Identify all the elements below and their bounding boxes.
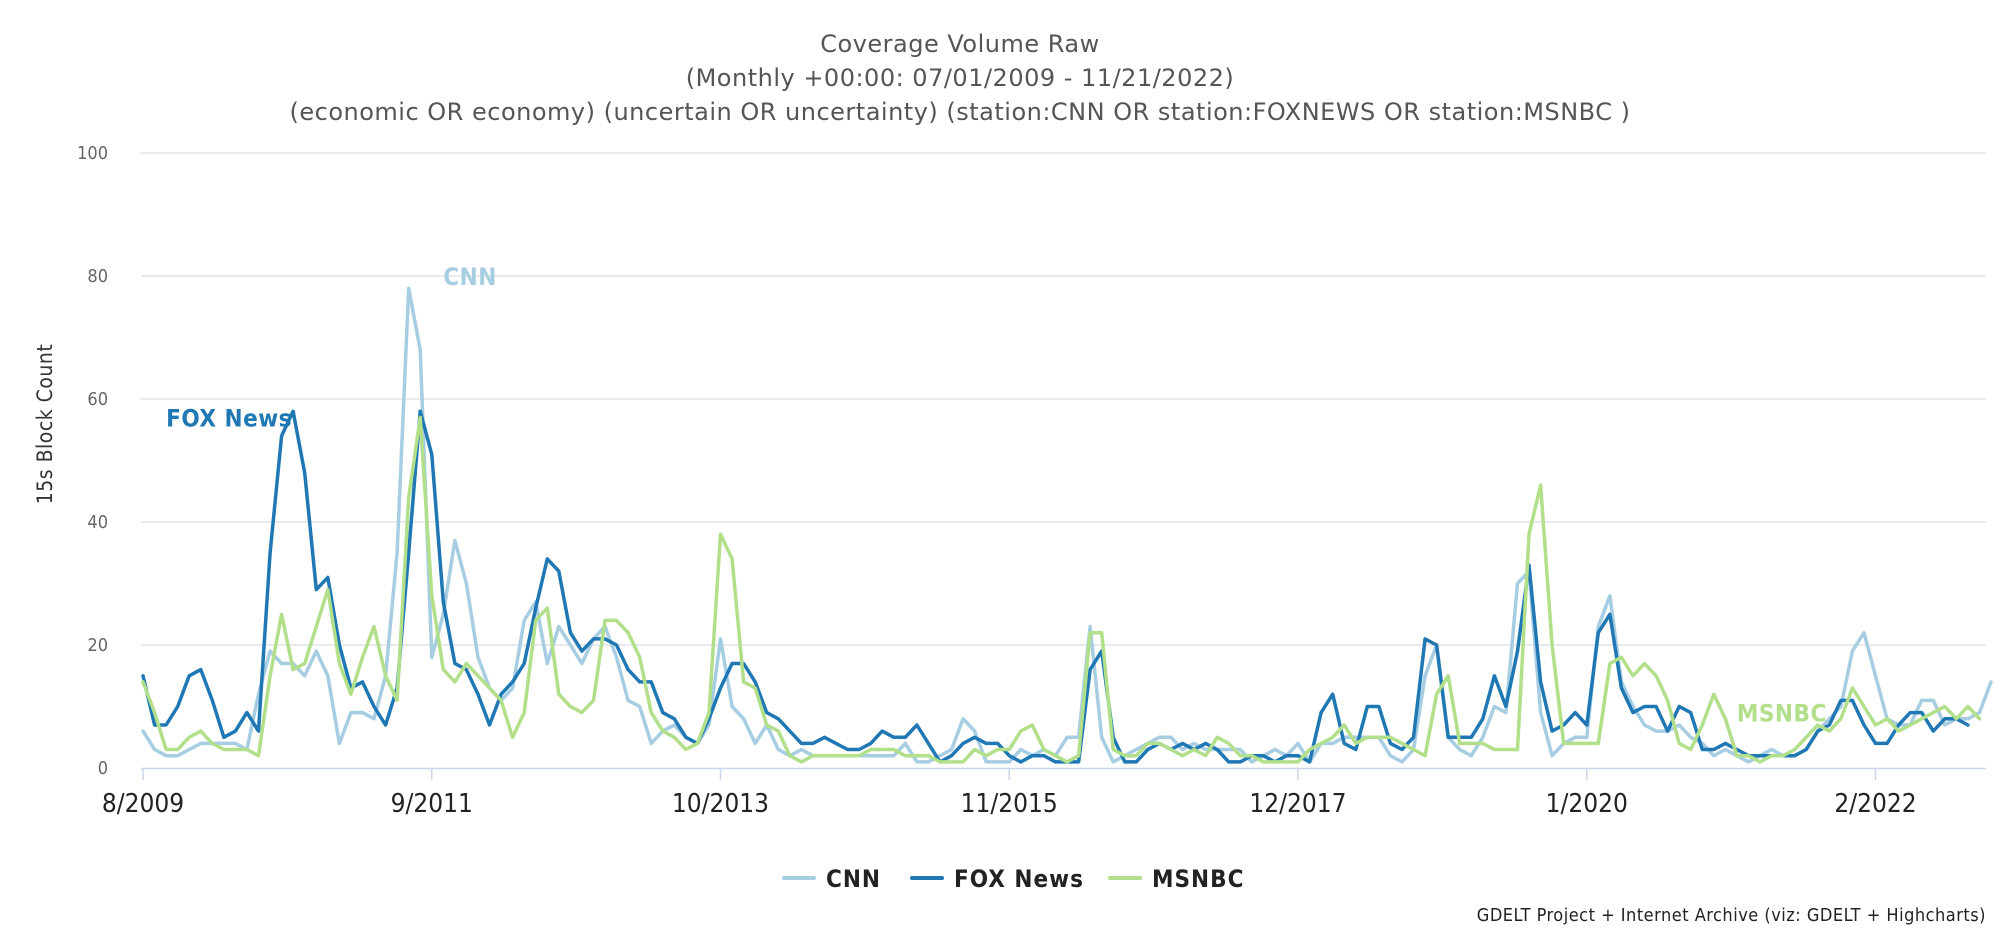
y-tick-label-100: 100 <box>77 143 108 164</box>
chart-subtitle-line-2: (economic OR economy) (uncertain OR unce… <box>290 98 1631 126</box>
legend-label: MSNBC <box>1152 865 1244 893</box>
y-tick-label-60: 60 <box>87 389 108 410</box>
y-tick-label-20: 20 <box>87 635 108 656</box>
annotation-cnn: CNN <box>443 263 496 291</box>
x-tick-label-5: 1/2020 <box>1546 789 1628 819</box>
y-tick-label-0: 0 <box>98 758 108 779</box>
x-tick-label-0: 8/2009 <box>102 789 184 819</box>
y-axis-label: 15s Block Count <box>33 344 57 505</box>
annotation-msnbc: MSNBC <box>1737 700 1827 728</box>
y-tick-label-80: 80 <box>87 266 108 287</box>
series-line-msnbc <box>141 415 1982 764</box>
chart-title: Coverage Volume Raw <box>820 30 1100 58</box>
x-tick-labels: 8/2009 9/2011 10/2013 11/2015 12/2017 1/2020 2… <box>102 789 1917 819</box>
chart-subtitle-line-1: (Monthly +00:00: 07/01/2009 - 11/21/2022… <box>686 64 1235 92</box>
x-tick-label-4: 12/2017 <box>1249 789 1346 819</box>
legend-item-msnbc[interactable]: MSNBC <box>1108 865 1244 893</box>
y-tick-labels: 0 20 40 60 80 100 <box>77 143 108 779</box>
legend: CNN FOX News MSNBC <box>782 865 1244 893</box>
x-tick-label-1: 9/2011 <box>391 789 473 819</box>
chart-titles: Coverage Volume Raw (Monthly +00:00: 07/… <box>290 30 1631 126</box>
legend-item-fox-news[interactable]: FOX News <box>910 865 1084 893</box>
x-tick-label-6: 2/2022 <box>1834 789 1916 819</box>
legend-item-cnn[interactable]: CNN <box>782 865 881 893</box>
x-tick-label-3: 11/2015 <box>961 789 1058 819</box>
x-tick-label-2: 10/2013 <box>672 789 769 819</box>
y-tick-label-40: 40 <box>87 512 108 533</box>
series-line-cnn <box>141 286 1993 764</box>
annotation-fox-news: FOX News <box>166 404 292 432</box>
series-lines <box>141 286 1993 764</box>
series-annotations: CNN FOX News MSNBC <box>166 263 1827 728</box>
y-gridlines <box>141 152 1986 646</box>
legend-label: FOX News <box>954 865 1084 893</box>
series-line-fox-news <box>141 409 1970 764</box>
x-tick-marks <box>142 768 1877 780</box>
credit-text: GDELT Project + Internet Archive (viz: G… <box>1477 905 1986 926</box>
legend-label: CNN <box>826 865 881 893</box>
